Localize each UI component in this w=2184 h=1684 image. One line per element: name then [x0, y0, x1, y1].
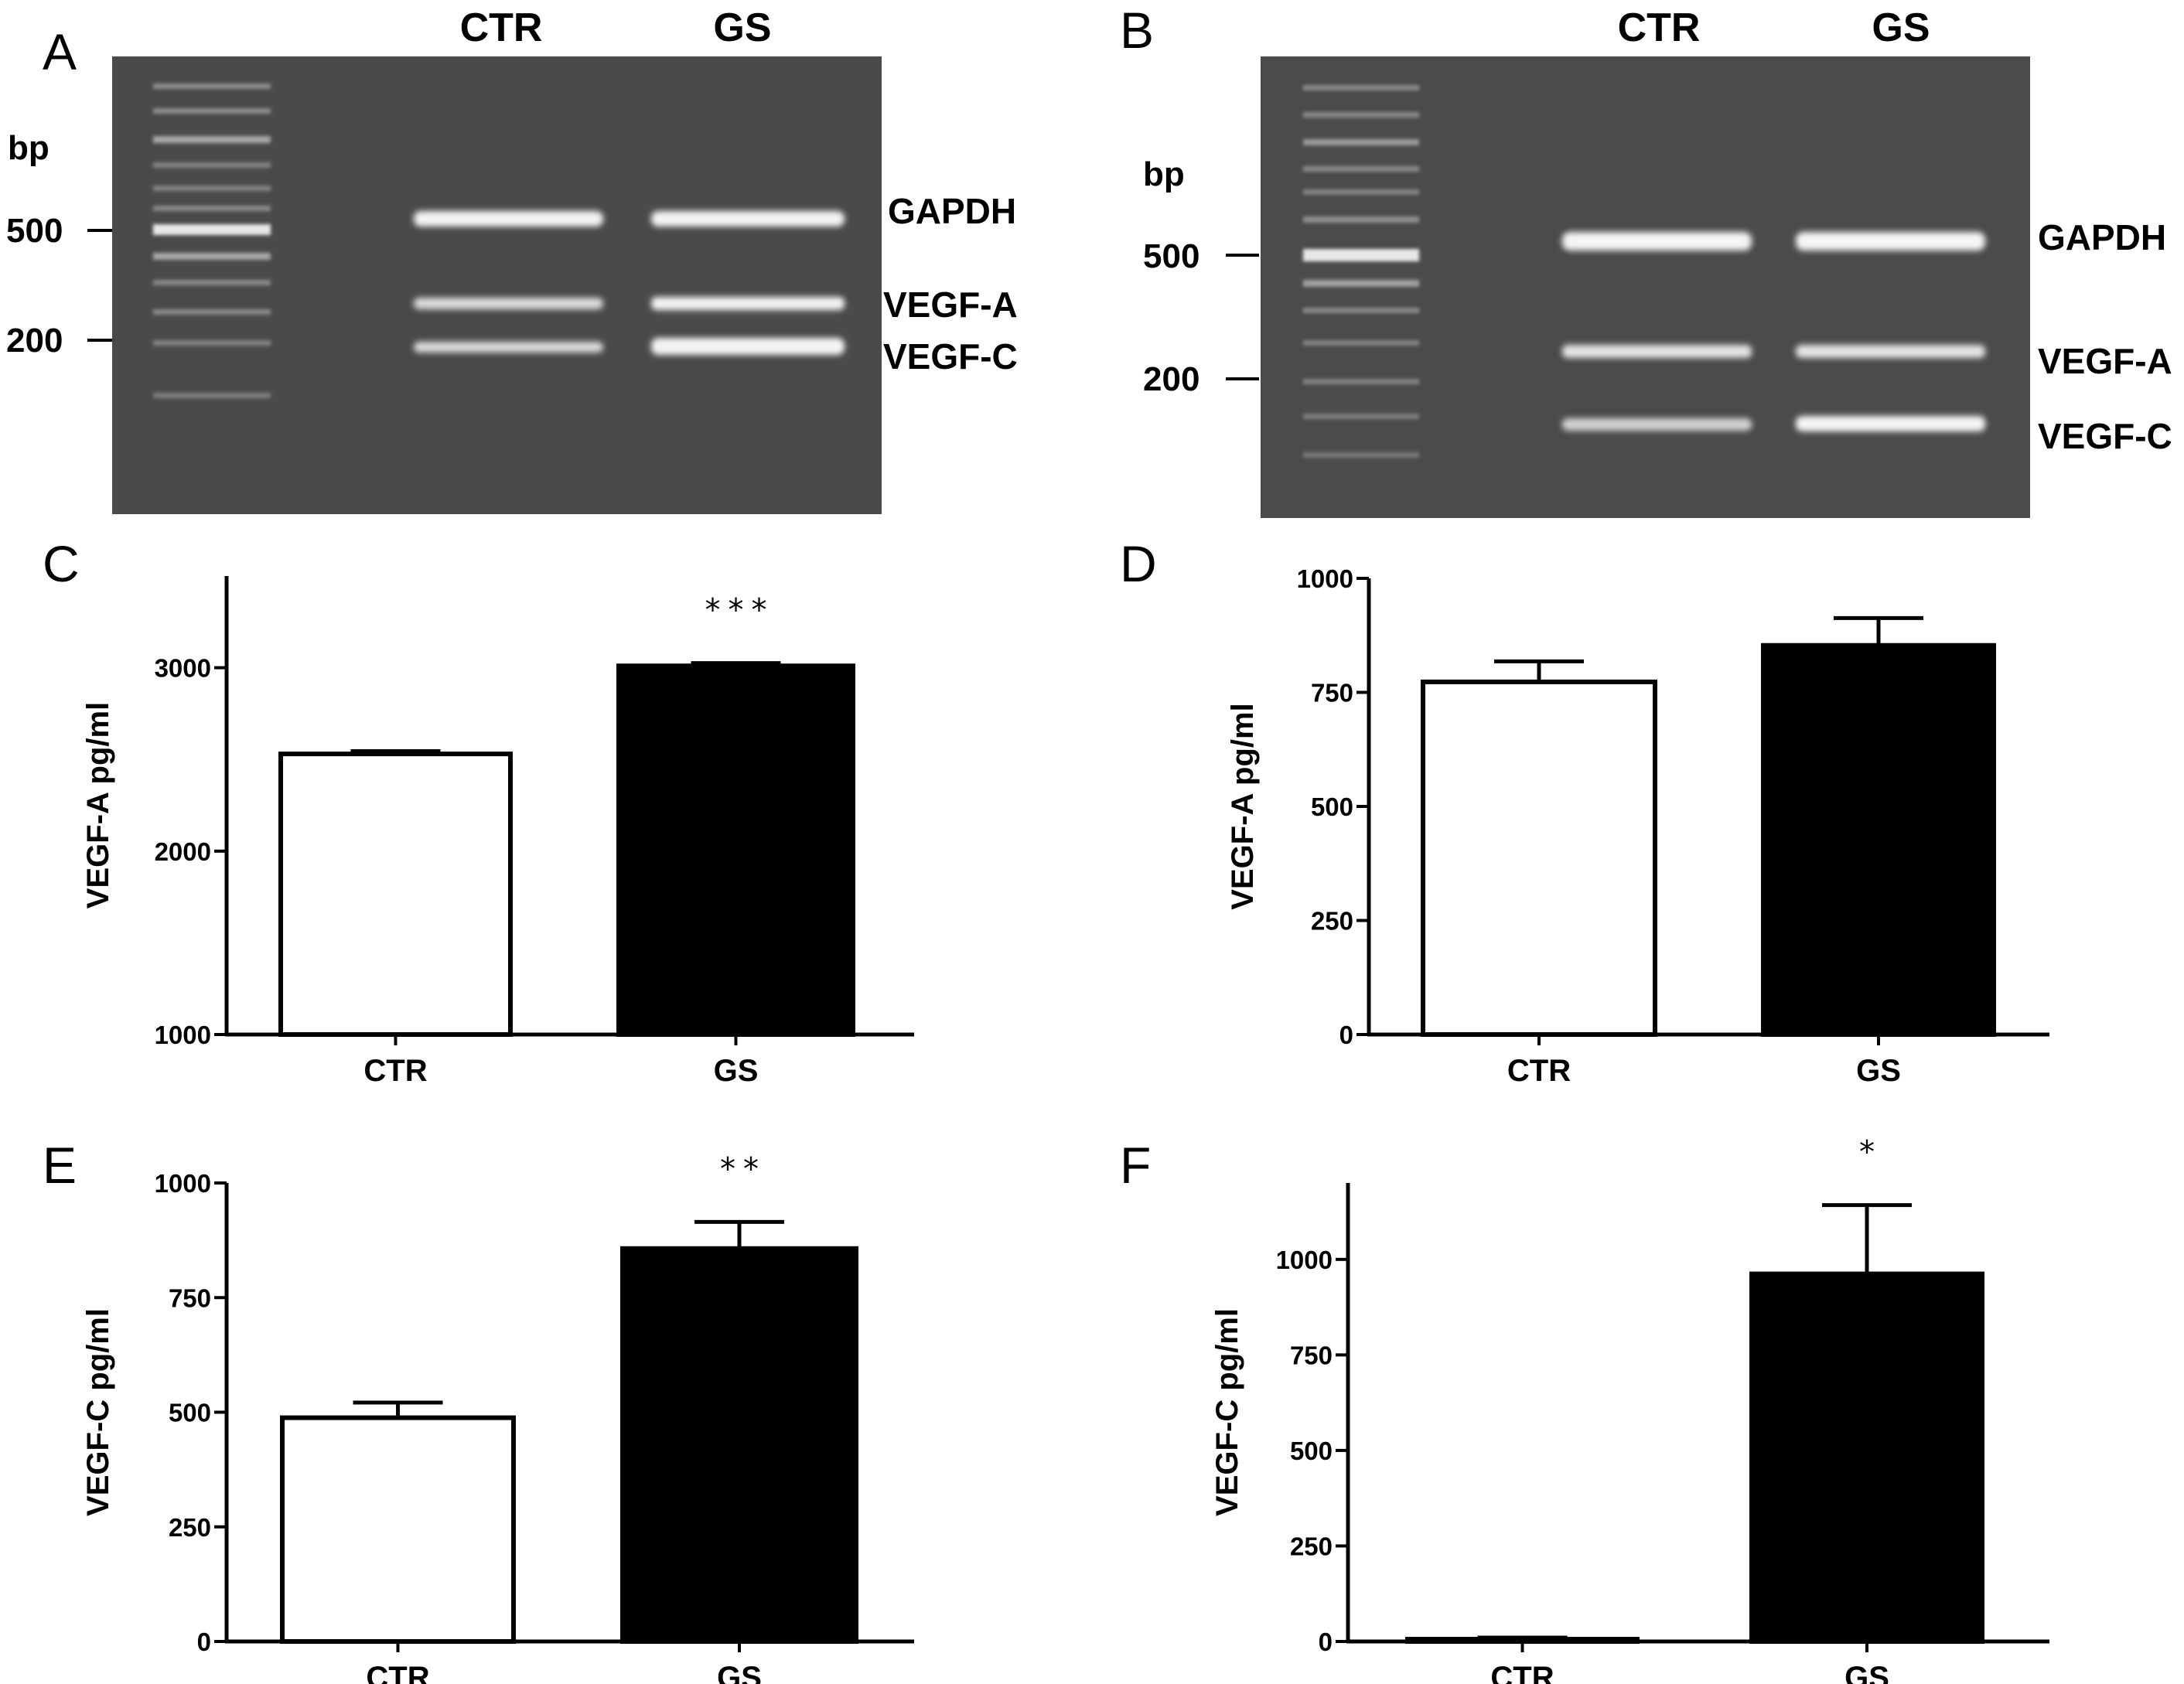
- bar-gs-d: [1761, 643, 1996, 1037]
- y-tick-label-c: 1000: [155, 1021, 211, 1049]
- y-tick-label-d: 0: [1339, 1021, 1353, 1049]
- y-tick-label-d: 1000: [1297, 564, 1353, 593]
- band-gapdh-ctr-b: [1562, 232, 1752, 251]
- bands-b: [1562, 232, 1985, 431]
- y-tick-label-f: 500: [1290, 1437, 1333, 1465]
- y-axis-label-e: VEGF-C pg/ml: [81, 1308, 115, 1516]
- y-tick-label-d: 500: [1311, 793, 1353, 821]
- lane-label-ctr-a: CTR: [460, 5, 543, 50]
- band-vegfc-gs-b: [1796, 416, 1985, 431]
- lane-label-gs-b: GS: [1872, 5, 1930, 50]
- panel-letter-d: D: [1120, 535, 1157, 592]
- lane-label-gs-a: GS: [713, 5, 771, 50]
- x-tick-label-e: GS: [717, 1661, 762, 1684]
- x-tick-label-e: CTR: [366, 1661, 429, 1684]
- ladder-b: [1303, 85, 1419, 458]
- bar-ctr-d: [1421, 679, 1657, 1037]
- x-tick-label-f: GS: [1844, 1661, 1889, 1684]
- band-label-vegfa-b: VEGF-A: [2038, 341, 2172, 381]
- band-label-vegfc-b: VEGF-C: [2038, 416, 2172, 456]
- y-tick-label-d: 250: [1311, 907, 1353, 936]
- band-label-gapdh-b: GAPDH: [2038, 217, 2166, 257]
- marker-500-a: 500: [6, 212, 63, 250]
- band-label-vegfc-a: VEGF-C: [883, 336, 1018, 377]
- significance-marker-e: **: [720, 1151, 766, 1187]
- panel-letter-b: B: [1120, 2, 1154, 59]
- bands-a: [414, 211, 845, 355]
- significance-marker-f: *: [1859, 1135, 1882, 1171]
- bar-chart-d: D 0 250 500 750 1000 VEGF-A pg/ml CTR GS: [1120, 535, 2049, 1088]
- marker-200-b: 200: [1143, 360, 1199, 398]
- bar-chart-c: C 1000 2000 3000 VEGF-A pg/ml CTR *** GS: [43, 535, 914, 1088]
- x-tick-label-d: GS: [1856, 1054, 1901, 1088]
- band-gapdh-ctr-a: [414, 211, 603, 227]
- band-vegfa-ctr-b: [1562, 345, 1752, 358]
- lane-label-ctr-b: CTR: [1618, 5, 1701, 50]
- y-tick-label-e: 750: [169, 1283, 211, 1312]
- marker-500-b: 500: [1143, 237, 1199, 275]
- x-tick-label-c: GS: [714, 1054, 759, 1088]
- y-tick-label-f: 750: [1290, 1341, 1333, 1369]
- panel-letter-c: C: [43, 535, 80, 592]
- panel-letter-e: E: [43, 1137, 77, 1194]
- gel-panel-a: A CTR GS bp 500 200: [6, 5, 1018, 514]
- band-label-gapdh-a: GAPDH: [888, 191, 1016, 231]
- y-tick-label-e: 0: [197, 1628, 211, 1656]
- y-tick-label-d: 750: [1311, 679, 1353, 707]
- band-vegfa-gs-a: [651, 297, 845, 310]
- y-axis-label-f: VEGF-C pg/ml: [1210, 1308, 1244, 1516]
- x-tick-label-c: CTR: [363, 1054, 427, 1088]
- x-tick-label-f: CTR: [1490, 1661, 1554, 1684]
- significance-marker-c: ***: [705, 593, 775, 629]
- bar-chart-f: F 0 250 500 750 1000 VEGF-C pg/ml CTR * GS: [1120, 1135, 2049, 1684]
- band-gapdh-gs-a: [651, 211, 845, 227]
- bar-chart-e: E 0 250 500 750 1000 VEGF-C pg/ml CTR ** GS: [43, 1137, 914, 1684]
- bar-gs-e: [620, 1246, 858, 1644]
- y-tick-label-f: 0: [1319, 1628, 1333, 1656]
- bar-gs-c: [616, 663, 855, 1038]
- marker-200-a: 200: [6, 322, 63, 360]
- y-tick-label-e: 1000: [155, 1169, 211, 1198]
- y-tick-label-f: 250: [1290, 1532, 1333, 1560]
- bp-title-b: bp: [1143, 155, 1185, 193]
- band-label-vegfa-a: VEGF-A: [883, 285, 1018, 325]
- y-tick-label-e: 250: [169, 1513, 211, 1542]
- y-tick-label-c: 3000: [155, 654, 211, 683]
- band-vegfc-ctr-a: [414, 342, 603, 353]
- band-gapdh-gs-b: [1796, 232, 1985, 251]
- band-vegfc-gs-a: [651, 338, 845, 355]
- panel-letter-a: A: [43, 23, 77, 80]
- gel-panel-b: B CTR GS bp 500 200: [1120, 2, 2172, 518]
- y-tick-label-f: 1000: [1276, 1246, 1333, 1274]
- bar-gs-f: [1749, 1271, 1984, 1645]
- y-axis-label-c: VEGF-A pg/ml: [81, 702, 115, 908]
- y-tick-label-e: 500: [169, 1399, 211, 1427]
- ladder-a: [153, 84, 271, 398]
- bar-ctr-e: [280, 1415, 516, 1644]
- gel-image-b: [1261, 56, 2030, 518]
- band-vegfc-ctr-b: [1562, 418, 1752, 431]
- band-vegfa-ctr-a: [414, 298, 603, 309]
- bp-title-a: bp: [8, 129, 49, 167]
- bar-ctr-c: [278, 752, 513, 1037]
- y-axis-label-d: VEGF-A pg/ml: [1226, 703, 1260, 909]
- band-vegfa-gs-b: [1796, 345, 1985, 358]
- x-tick-label-d: CTR: [1507, 1054, 1571, 1088]
- y-tick-label-c: 2000: [155, 837, 211, 866]
- panel-letter-f: F: [1120, 1137, 1151, 1194]
